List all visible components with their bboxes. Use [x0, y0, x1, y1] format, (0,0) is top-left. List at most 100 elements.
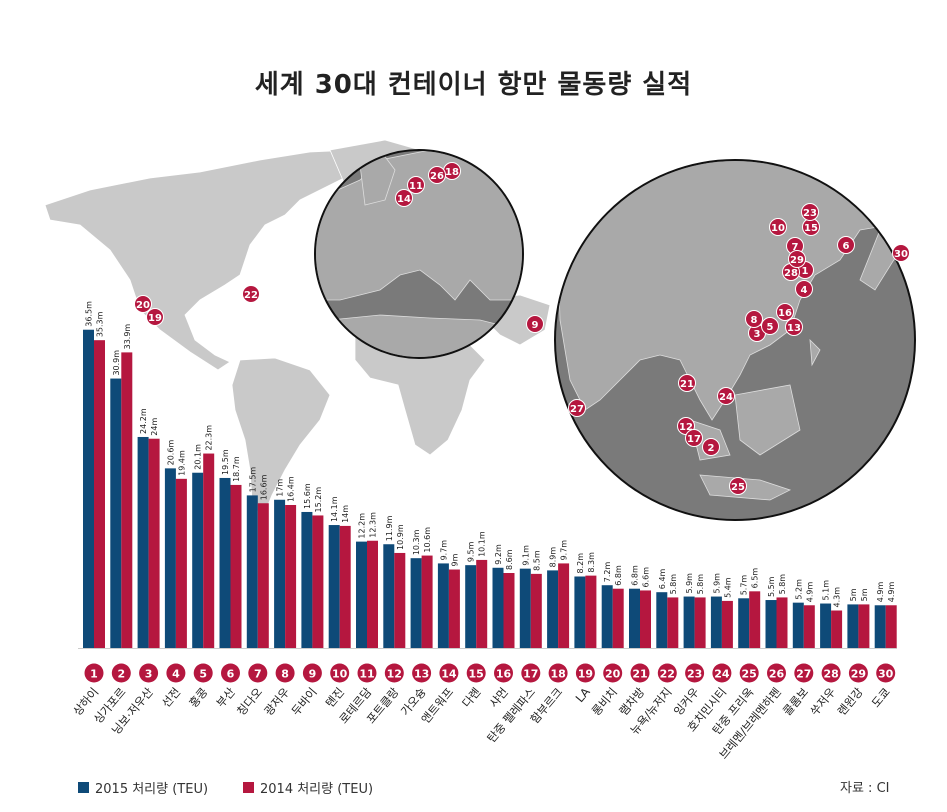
bar-2014 — [367, 540, 378, 648]
value-label: 19.5m — [221, 449, 230, 475]
rank-number: 24 — [714, 668, 730, 681]
bar-2015 — [519, 568, 531, 648]
port-marker — [769, 218, 787, 236]
bar-2014 — [175, 478, 187, 648]
category-label: 도쿄 — [869, 685, 893, 710]
bar-2014 — [503, 573, 515, 648]
value-label: 4.9m — [887, 582, 896, 603]
port-marker-number: 5 — [767, 322, 774, 333]
rank-badge — [330, 663, 350, 683]
rank-badge — [630, 663, 650, 683]
port-marker-number: 23 — [803, 208, 817, 219]
bar-2015 — [328, 525, 340, 648]
value-label: 22.3m — [205, 425, 214, 451]
port-marker — [795, 280, 813, 298]
value-label: 20.1m — [194, 444, 203, 470]
value-label: 24.2m — [139, 408, 148, 434]
value-label: 8.9m — [549, 547, 558, 568]
port-marker — [729, 477, 747, 495]
bar-2015 — [383, 544, 395, 648]
bar-2015 — [683, 596, 695, 648]
source-note: 자료 : CI — [840, 781, 890, 796]
value-label: 15.2m — [314, 487, 323, 513]
bar-2015 — [792, 602, 804, 648]
rank-number: 22 — [660, 668, 675, 681]
bar-2014 — [230, 484, 242, 648]
rank-badge — [302, 663, 322, 683]
value-label: 9.2m — [494, 544, 503, 565]
port-marker — [428, 166, 446, 184]
port-marker-number: 29 — [790, 255, 804, 266]
port-marker-number: 8 — [751, 315, 758, 326]
rank-number: 30 — [878, 668, 894, 681]
port-marker-number: 7 — [792, 242, 799, 253]
value-label: 6.4m — [658, 568, 667, 589]
rank-number: 20 — [605, 668, 621, 681]
bar-2014 — [694, 597, 706, 648]
port-marker-number: 9 — [532, 320, 539, 331]
bar-2015 — [574, 576, 586, 648]
value-label: 9m — [450, 553, 459, 566]
port-marker-number: 19 — [148, 313, 162, 324]
category-label: 콜롬보 — [780, 685, 811, 718]
port-marker-number: 11 — [409, 181, 423, 192]
value-label: 18.7m — [232, 456, 241, 482]
rank-number: 7 — [254, 668, 262, 681]
bar-2015 — [874, 605, 886, 648]
port-marker — [788, 250, 806, 268]
rank-number: 28 — [823, 668, 838, 681]
rank-badge — [494, 663, 513, 683]
bar-2015 — [847, 604, 859, 648]
value-label: 24m — [150, 418, 159, 436]
port-marker — [745, 310, 763, 328]
value-label: 9.7m — [439, 540, 448, 561]
value-label: 5m — [849, 588, 858, 601]
value-label: 8.5m — [532, 550, 541, 571]
port-marker-number: 2 — [708, 443, 715, 454]
port-marker-number: 12 — [679, 422, 693, 433]
rank-badge — [248, 663, 268, 683]
value-label: 6.8m — [614, 565, 623, 586]
bar-2015 — [246, 495, 258, 648]
bar-2015 — [601, 585, 613, 648]
value-label: 6.6m — [642, 567, 651, 588]
rank-badge — [166, 663, 186, 683]
bar-2015 — [356, 541, 367, 648]
bar-2015 — [274, 499, 286, 648]
bar-2014 — [394, 552, 406, 648]
rank-badge — [767, 663, 786, 683]
bar-2014 — [612, 588, 624, 648]
port-marker-number: 15 — [804, 223, 818, 234]
bar-2015 — [410, 558, 422, 648]
value-label: 8.6m — [505, 549, 514, 570]
category-label: 두바이 — [289, 685, 320, 718]
rank-badge — [275, 663, 295, 683]
port-marker-number: 27 — [570, 404, 584, 415]
category-label: 샤먼 — [486, 685, 510, 710]
port-marker — [134, 295, 152, 313]
value-label: 20.6m — [166, 440, 175, 466]
port-marker-number: 25 — [731, 482, 745, 493]
rank-badge — [685, 663, 705, 683]
port-marker-number: 28 — [784, 268, 798, 279]
port-marker-number: 22 — [244, 290, 258, 301]
bar-2015 — [301, 511, 313, 648]
port-marker-number: 14 — [397, 194, 411, 205]
rank-number: 4 — [172, 668, 180, 681]
category-label: 부산 — [213, 685, 238, 711]
value-label: 5m — [860, 588, 869, 601]
bar-2014 — [803, 605, 815, 648]
port-marker — [717, 387, 735, 405]
port-marker — [837, 236, 855, 254]
port-marker — [407, 176, 425, 194]
port-marker-number: 1 — [802, 266, 809, 277]
value-label: 30.9m — [112, 350, 121, 376]
legend-label-2014: 2014 처리량 (TEU) — [260, 782, 374, 797]
rank-number: 14 — [441, 668, 457, 681]
value-label: 11.9m — [385, 515, 394, 541]
bar-2015 — [164, 468, 176, 648]
rank-number: 6 — [227, 668, 235, 681]
value-label: 9.5m — [467, 541, 476, 562]
value-label: 16.4m — [287, 476, 296, 502]
